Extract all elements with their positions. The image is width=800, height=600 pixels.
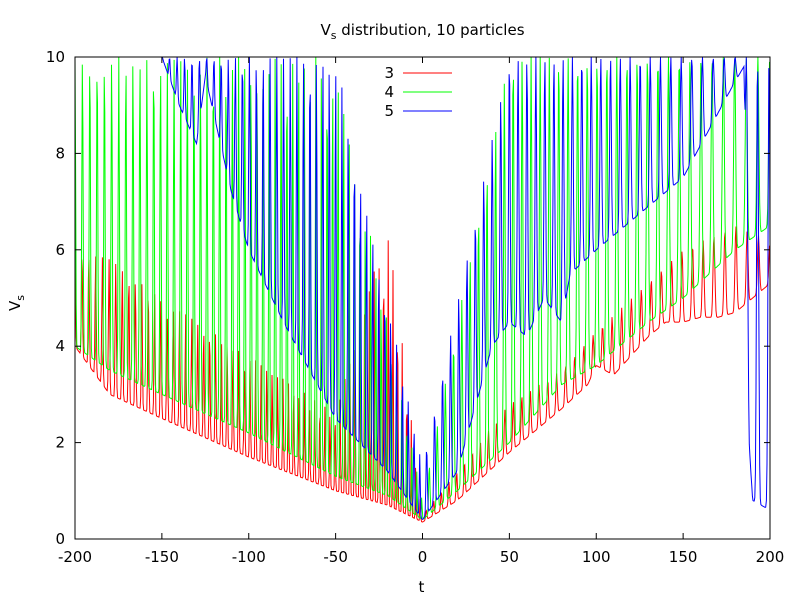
series-layer	[74, 56, 771, 523]
x-tick-label: -150	[145, 548, 179, 566]
series-line-3	[74, 226, 770, 523]
y-tick-label: 8	[55, 144, 65, 162]
y-axis-label-subscript: s	[14, 295, 27, 301]
chart-title-rest: distribution, 10 particles	[336, 21, 524, 39]
y-axis-label-main: V	[6, 300, 24, 311]
ticks-layer: -200 -150 -100 -50 0 50 100 150 200 0 2 4 6 8 10	[46, 48, 784, 566]
x-tick-label: 150	[669, 548, 698, 566]
legend: 345	[384, 64, 452, 120]
y-tick-label: 4	[55, 337, 65, 355]
chart-title-main: V	[320, 21, 331, 39]
x-tick-label: -50	[323, 548, 348, 566]
y-tick-label: 10	[46, 48, 65, 66]
legend-label-3: 3	[384, 64, 394, 82]
x-tick-label: -200	[58, 548, 92, 566]
x-tick-label: 200	[756, 548, 785, 566]
series-line-4	[74, 56, 770, 520]
x-axis-label: t	[419, 578, 425, 596]
legend-label-4: 4	[384, 83, 394, 101]
chart-title: Vs distribution, 10 particles	[320, 21, 524, 42]
chart-title-subscript: s	[331, 29, 337, 42]
x-tick-label: -100	[232, 548, 266, 566]
y-tick-label: 2	[55, 434, 65, 452]
x-tick-label: 50	[500, 548, 519, 566]
y-tick-label: 6	[55, 241, 65, 259]
legend-label-5: 5	[384, 102, 394, 120]
x-tick-label: 0	[418, 548, 428, 566]
x-tick-label: 100	[582, 548, 611, 566]
y-axis-label: Vs	[6, 295, 27, 311]
y-tick-label: 0	[55, 530, 65, 548]
series-line-5	[161, 56, 771, 520]
